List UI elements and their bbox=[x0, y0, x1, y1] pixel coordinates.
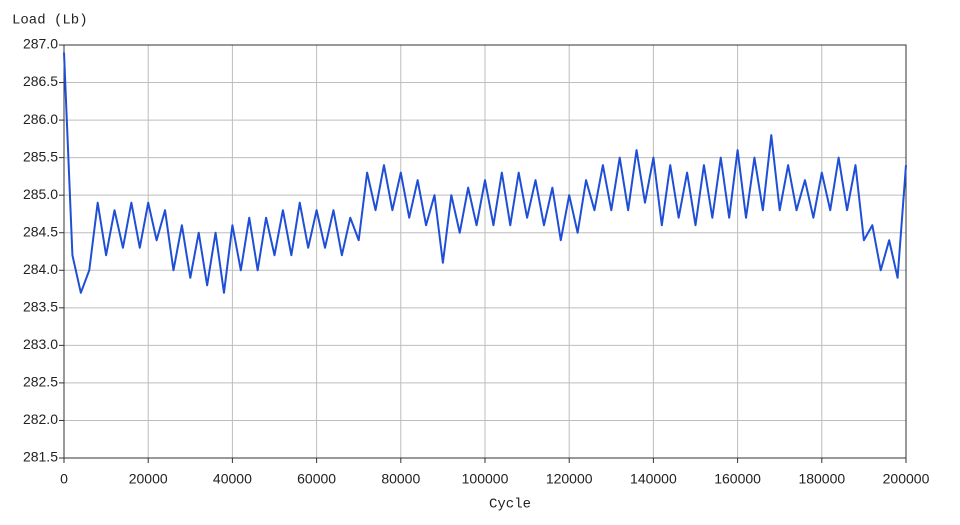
x-tick-label: 0 bbox=[60, 471, 68, 487]
y-tick-label: 285.0 bbox=[23, 186, 58, 202]
x-tick-label: 160000 bbox=[714, 471, 761, 487]
y-tick-label: 283.0 bbox=[23, 336, 58, 352]
plot-frame bbox=[63, 44, 907, 459]
y-axis-label: Load (Lb) bbox=[12, 13, 88, 29]
y-tick-label: 287.0 bbox=[23, 36, 58, 52]
x-tick-label: 140000 bbox=[630, 471, 677, 487]
x-tick-label: 20000 bbox=[129, 471, 168, 487]
y-tick-label: 282.0 bbox=[23, 411, 58, 427]
y-tick-label: 281.5 bbox=[23, 449, 58, 465]
y-tick-label: 285.5 bbox=[23, 148, 58, 164]
x-tick-label: 180000 bbox=[798, 471, 845, 487]
y-tick-label: 283.5 bbox=[23, 299, 58, 315]
x-tick-label: 60000 bbox=[297, 471, 336, 487]
y-tick-label: 286.0 bbox=[23, 111, 58, 127]
x-tick-label: 80000 bbox=[381, 471, 420, 487]
x-tick-label: 100000 bbox=[462, 471, 509, 487]
y-tick-label: 282.5 bbox=[23, 374, 58, 390]
x-axis-label: Cycle bbox=[489, 497, 531, 513]
line-series bbox=[63, 52, 907, 294]
y-tick-label: 284.0 bbox=[23, 261, 58, 277]
x-tick-label: 200000 bbox=[883, 471, 930, 487]
y-tick-label: 286.5 bbox=[23, 73, 58, 89]
y-tick-label: 284.5 bbox=[23, 223, 58, 239]
x-tick-label: 40000 bbox=[213, 471, 252, 487]
x-tick-label: 120000 bbox=[546, 471, 593, 487]
